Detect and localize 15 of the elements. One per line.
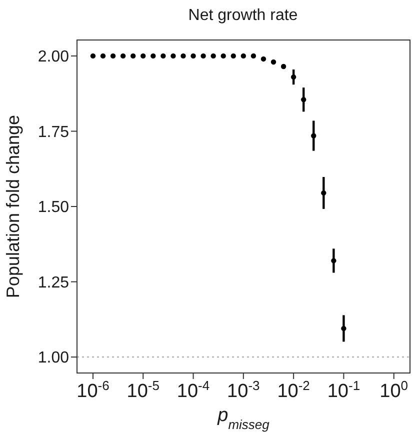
y-tick-label: 2.00 <box>38 48 70 66</box>
y-axis-title: Population fold change <box>2 114 23 298</box>
x-tick-label: 10$^{-5}$ <box>126 378 160 402</box>
x-tick-label: 10$^{-6}$ <box>76 378 110 402</box>
y-tick-label: 1.50 <box>38 199 70 216</box>
x-axis-title: p$_{misseg}$ <box>216 405 270 432</box>
chart-title: Net growth rate <box>188 7 298 24</box>
x-tick-label: 10$^{-1}$ <box>327 378 360 402</box>
x-tick-label: 10$^{-2}$ <box>277 378 310 402</box>
y-tick-label: 1.75 <box>38 124 70 141</box>
y-tick-label: 1.25 <box>38 274 70 292</box>
x-tick-label: 10$^{0}$ <box>380 378 408 402</box>
y-tick-label: 1.00 <box>38 350 70 367</box>
x-tick-label: 10$^{-4}$ <box>176 378 210 402</box>
x-tick-label: 10$^{-3}$ <box>227 378 260 402</box>
